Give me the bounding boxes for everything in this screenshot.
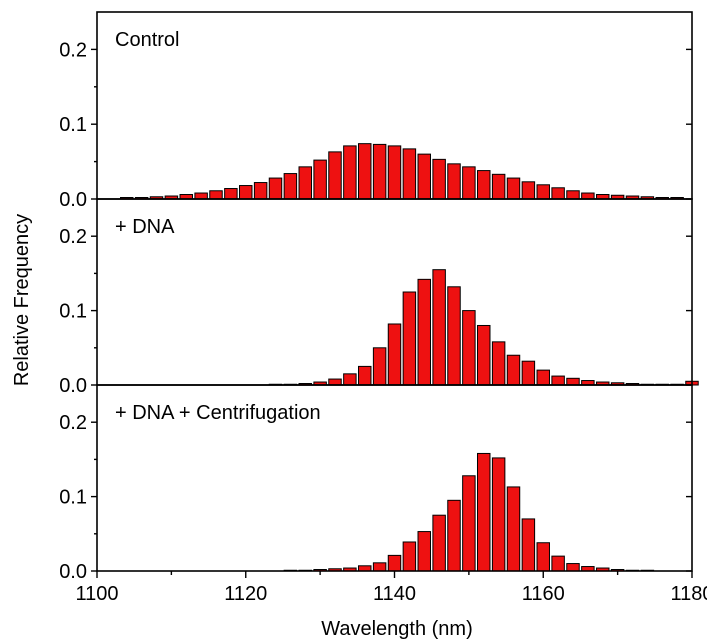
x-tick-label: 1100: [75, 583, 118, 605]
bar: [343, 373, 357, 386]
bar: [506, 354, 521, 386]
bar: [402, 541, 417, 572]
bar: [491, 341, 506, 386]
bar: [239, 185, 253, 200]
bar: [581, 192, 595, 200]
bar: [447, 163, 461, 200]
bar: [328, 151, 342, 200]
panel-label: + DNA: [115, 216, 175, 238]
bar: [343, 145, 357, 200]
bar: [402, 148, 417, 200]
bar: [372, 347, 387, 386]
bar: [253, 182, 268, 200]
panel-1: 0.0 0.1 0.2 Control: [59, 11, 693, 211]
panel-label: + DNA + Centrifugation: [115, 402, 321, 424]
bar: [387, 554, 402, 572]
bar: [566, 377, 580, 386]
y-axis-title: Relative Frequency: [11, 214, 33, 386]
bar: [283, 173, 298, 200]
bar: [491, 457, 506, 572]
bar: [358, 365, 372, 386]
bar: [521, 518, 536, 572]
bar: [209, 190, 223, 200]
panel-3: 0.0 0.1 0.2 + DNA + Centrifugation: [59, 384, 693, 583]
bar: [432, 158, 446, 200]
bar: [328, 378, 342, 386]
x-axis: 1100 1120 1140 1160 1180: [75, 571, 707, 605]
panels: 0.0 0.1 0.2 Control 0.0 0.1 0.2 + DNA 0.0 0.1 0.2 +…: [59, 11, 699, 583]
bar: [477, 452, 491, 572]
bar: [432, 269, 446, 386]
y-tick-label: 0.0: [59, 189, 87, 211]
bar: [417, 153, 431, 200]
y-tick-label: 0.1: [59, 301, 87, 323]
x-axis-title: Wavelength (nm): [321, 618, 473, 640]
bar: [566, 563, 580, 572]
bar: [521, 360, 536, 386]
bar: [551, 375, 565, 386]
bar: [432, 514, 446, 572]
bar: [417, 278, 431, 386]
bar: [387, 323, 402, 386]
bar: [551, 555, 565, 572]
y-tick-label: 0.2: [59, 412, 87, 434]
x-tick-label: 1160: [522, 583, 565, 605]
bar: [536, 542, 550, 572]
panel-2: 0.0 0.1 0.2 + DNA: [59, 198, 699, 397]
bar: [521, 181, 536, 200]
y-tick-label: 0.0: [59, 375, 87, 397]
bar: [462, 310, 476, 386]
bar: [268, 177, 283, 200]
y-tick-label: 0.2: [59, 226, 87, 248]
y-tick-label: 0.1: [59, 487, 87, 509]
bar: [462, 475, 476, 572]
bar: [536, 369, 550, 386]
bar: [536, 184, 550, 200]
bar: [224, 188, 238, 200]
bar: [372, 143, 387, 200]
x-tick-label: 1120: [224, 583, 267, 605]
panel-label: Control: [115, 29, 179, 51]
bar: [372, 562, 387, 572]
bar: [506, 486, 521, 572]
bar: [506, 177, 521, 200]
bar: [402, 291, 417, 386]
bar: [298, 166, 312, 200]
bar: [417, 531, 431, 572]
bar: [194, 192, 208, 200]
bar: [387, 145, 402, 200]
bar: [477, 170, 491, 200]
bar: [477, 324, 491, 386]
y-tick-label: 0.0: [59, 561, 87, 583]
bar: [313, 159, 327, 200]
bar: [462, 166, 476, 200]
bar: [551, 187, 565, 200]
bar: [566, 190, 580, 200]
x-tick-label: 1180: [670, 583, 707, 605]
bar: [358, 143, 372, 200]
y-tick-label: 0.1: [59, 114, 87, 136]
x-tick-label: 1140: [373, 583, 416, 605]
bar: [491, 173, 506, 200]
y-tick-label: 0.2: [59, 39, 87, 61]
bar: [447, 286, 461, 386]
bar: [447, 499, 461, 572]
